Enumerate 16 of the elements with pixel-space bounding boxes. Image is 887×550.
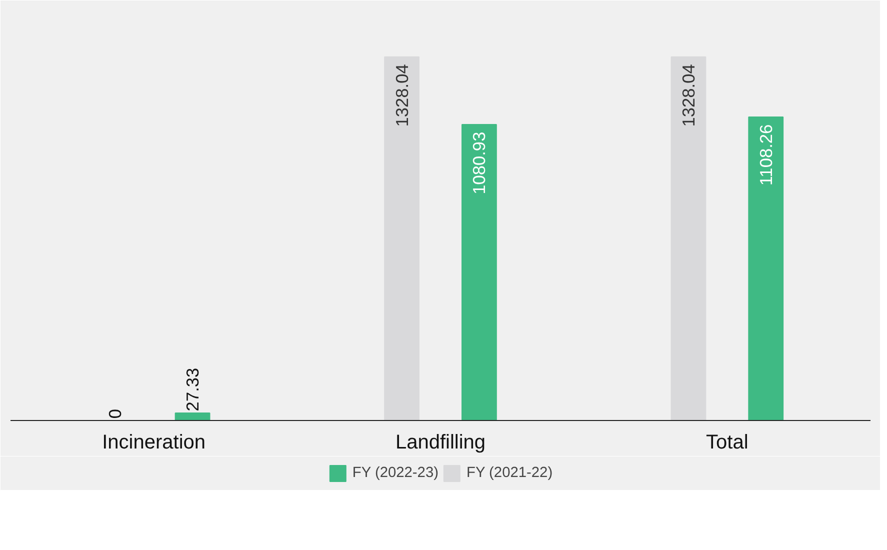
x-tick-label: Landfilling <box>395 432 486 454</box>
bar <box>462 124 497 420</box>
data-label: 27.33 <box>182 368 203 412</box>
data-label: 1080.93 <box>469 132 490 194</box>
data-label: 0 <box>105 409 126 419</box>
bar <box>174 412 210 420</box>
bar <box>748 116 784 420</box>
legend-label: FY (2021-22) <box>466 465 553 481</box>
data-label: 1108.26 <box>756 124 776 186</box>
x-tick-label: Total <box>706 432 748 454</box>
data-label: 1328.04 <box>392 64 412 127</box>
bar <box>384 56 420 420</box>
data-label: 1328.04 <box>678 64 698 127</box>
x-tick-label: Incineration <box>102 432 206 454</box>
legend-label: FY (2022-23) <box>352 465 438 481</box>
bar <box>670 56 706 420</box>
